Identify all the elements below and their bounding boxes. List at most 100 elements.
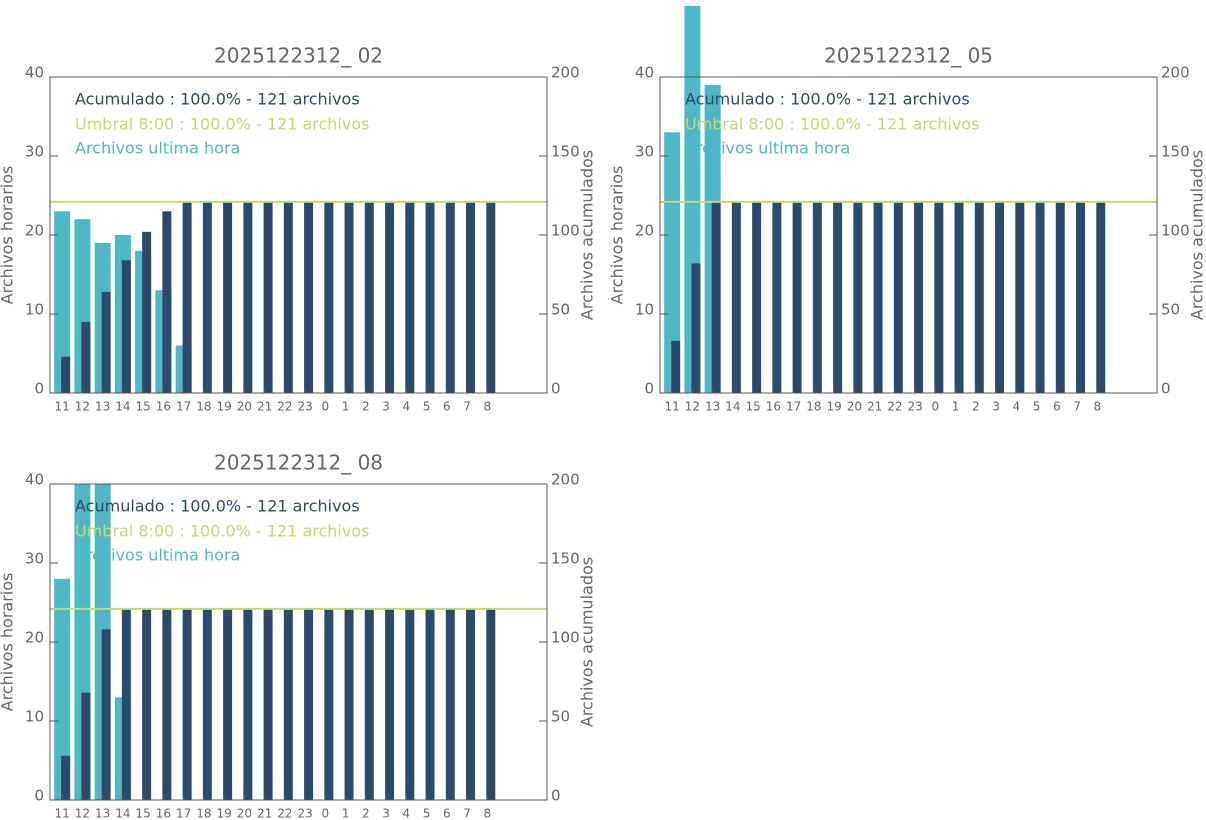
y-tick-label: 30 bbox=[635, 143, 654, 161]
accumulated-bar bbox=[405, 608, 415, 800]
accumulated-bar bbox=[223, 608, 233, 800]
accumulated-bar bbox=[223, 201, 233, 393]
y-tick-label: 40 bbox=[635, 64, 654, 82]
x-tick-label: 22 bbox=[277, 400, 292, 414]
y-tick-label: 20 bbox=[635, 222, 654, 240]
accumulated-bar bbox=[1035, 201, 1045, 393]
y-axis-label: Archivos horarios bbox=[0, 166, 17, 305]
hourly-bar bbox=[54, 578, 71, 800]
y2-tick-label: 200 bbox=[1161, 64, 1190, 82]
accumulated-bar bbox=[101, 291, 111, 393]
chart-title: 2025122312_ 05 bbox=[824, 44, 993, 68]
x-tick-label: 12 bbox=[685, 400, 700, 414]
x-tick-label: 21 bbox=[257, 400, 272, 414]
accumulated-bar bbox=[466, 608, 476, 800]
accumulated-bar bbox=[243, 201, 253, 393]
x-tick-label: 19 bbox=[826, 400, 841, 414]
y-tick-label: 10 bbox=[635, 301, 654, 319]
accumulated-bar bbox=[263, 608, 273, 800]
chart-title: 2025122312_ 02 bbox=[214, 44, 383, 68]
x-tick-label: 11 bbox=[55, 807, 70, 820]
x-tick-label: 21 bbox=[867, 400, 882, 414]
y2-tick-label: 200 bbox=[551, 471, 580, 489]
accumulated-bar bbox=[61, 356, 71, 393]
y-tick-label: 20 bbox=[25, 629, 44, 647]
accumulated-bar bbox=[142, 231, 152, 393]
x-tick-label: 20 bbox=[847, 400, 862, 414]
x-tick-label: 19 bbox=[216, 807, 231, 820]
y-tick-label: 10 bbox=[25, 301, 44, 319]
x-tick-label: 8 bbox=[483, 807, 491, 820]
accumulated-bar bbox=[121, 608, 131, 800]
y2-axis-label: Archivos acumulados bbox=[578, 150, 597, 320]
y2-tick-label: 0 bbox=[551, 787, 561, 805]
accumulated-bar bbox=[914, 201, 924, 393]
accumulated-bar bbox=[344, 608, 354, 800]
y-axis-label: Archivos horarios bbox=[0, 573, 17, 712]
legend-entry: Acumulado : 100.0% - 121 archivos bbox=[75, 497, 360, 516]
legend-entry: Acumulado : 100.0% - 121 archivos bbox=[685, 90, 970, 109]
x-tick-label: 2 bbox=[362, 400, 370, 414]
y-tick-label: 0 bbox=[34, 787, 44, 805]
x-tick-label: 8 bbox=[483, 400, 491, 414]
accumulated-bar bbox=[81, 321, 91, 393]
legend-entry: Archivos ultima hora bbox=[75, 546, 240, 565]
x-tick-label: 17 bbox=[176, 807, 191, 820]
y-tick-label: 30 bbox=[25, 143, 44, 161]
x-tick-label: 11 bbox=[55, 400, 70, 414]
accumulated-bar bbox=[364, 608, 374, 800]
x-tick-label: 4 bbox=[402, 400, 410, 414]
x-tick-label: 23 bbox=[297, 400, 312, 414]
x-tick-label: 16 bbox=[156, 400, 171, 414]
accumulated-bar bbox=[486, 608, 496, 800]
y2-axis-label: Archivos acumulados bbox=[578, 557, 597, 727]
x-tick-label: 16 bbox=[156, 807, 171, 820]
accumulated-bar bbox=[385, 608, 395, 800]
accumulated-bar bbox=[954, 201, 964, 393]
x-tick-label: 23 bbox=[907, 400, 922, 414]
x-tick-label: 0 bbox=[322, 807, 330, 820]
x-tick-label: 16 bbox=[766, 400, 781, 414]
x-tick-label: 22 bbox=[277, 807, 292, 820]
accumulated-bar bbox=[853, 201, 863, 393]
hourly-bar bbox=[664, 132, 681, 394]
x-tick-label: 18 bbox=[196, 400, 211, 414]
y2-tick-label: 100 bbox=[551, 222, 580, 240]
accumulated-bar bbox=[466, 201, 476, 393]
x-tick-label: 6 bbox=[1053, 400, 1061, 414]
y2-tick-label: 0 bbox=[551, 380, 561, 398]
x-tick-label: 1 bbox=[342, 400, 350, 414]
x-tick-label: 5 bbox=[423, 400, 431, 414]
legend-entry: Acumulado : 100.0% - 121 archivos bbox=[75, 90, 360, 109]
y-tick-label: 40 bbox=[25, 64, 44, 82]
accumulated-bar bbox=[385, 201, 395, 393]
y-tick-label: 40 bbox=[25, 471, 44, 489]
accumulated-bar bbox=[263, 201, 273, 393]
accumulated-bar bbox=[121, 260, 131, 393]
y2-tick-label: 150 bbox=[551, 143, 580, 161]
accumulated-bar bbox=[893, 201, 903, 393]
y2-tick-label: 200 bbox=[551, 64, 580, 82]
accumulated-bar bbox=[833, 201, 843, 393]
x-tick-label: 7 bbox=[463, 807, 471, 820]
x-tick-label: 22 bbox=[887, 400, 902, 414]
x-tick-label: 7 bbox=[1073, 400, 1081, 414]
accumulated-bar bbox=[671, 340, 681, 393]
x-tick-label: 5 bbox=[423, 807, 431, 820]
x-tick-label: 19 bbox=[216, 400, 231, 414]
accumulated-bar bbox=[486, 201, 496, 393]
x-tick-label: 14 bbox=[725, 400, 740, 414]
y2-tick-label: 150 bbox=[551, 550, 580, 568]
x-tick-label: 15 bbox=[135, 807, 150, 820]
x-tick-label: 0 bbox=[322, 400, 330, 414]
y-tick-label: 20 bbox=[25, 222, 44, 240]
x-tick-label: 3 bbox=[382, 400, 390, 414]
x-tick-label: 18 bbox=[196, 807, 211, 820]
y2-tick-label: 0 bbox=[1161, 380, 1171, 398]
accumulated-bar bbox=[202, 608, 212, 800]
chart-title: 2025122312_ 08 bbox=[214, 451, 383, 475]
accumulated-bar bbox=[182, 201, 192, 393]
legend-entry: Archivos ultima hora bbox=[75, 139, 240, 158]
x-tick-label: 6 bbox=[443, 400, 451, 414]
x-tick-label: 3 bbox=[992, 400, 1000, 414]
